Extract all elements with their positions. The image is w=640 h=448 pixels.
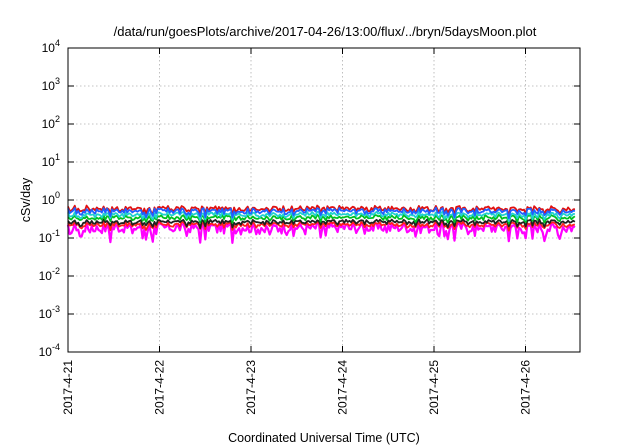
x-tick-label: 2017-4-22	[153, 360, 167, 415]
grid	[68, 48, 580, 352]
series-line	[67, 206, 576, 220]
x-tick-label: 2017-4-21	[61, 360, 75, 415]
y-tick-label: 10-4	[39, 342, 60, 359]
y-tick-label: 10-1	[39, 228, 60, 245]
series-group	[66, 204, 576, 244]
x-tick-label: 2017-4-26	[519, 360, 533, 415]
y-tick-label: 102	[42, 114, 60, 131]
x-ticks: 2017-4-21 2017-4-22 2017-4-23 2017-4-24 2017…	[61, 48, 533, 415]
y-axis-label: cSv/day	[19, 177, 33, 222]
y-ticks: 10-4 10-3 10-2 10-1 100 101 102 103 104	[39, 38, 580, 359]
series-line	[67, 213, 576, 225]
y-tick-label: 103	[42, 76, 60, 93]
x-axis-label: Coordinated Universal Time (UTC)	[228, 431, 420, 445]
x-tick-label: 2017-4-23	[244, 360, 258, 415]
series-line	[67, 218, 576, 230]
series-line	[67, 210, 575, 223]
series-line	[67, 220, 576, 232]
x-tick-label: 2017-4-25	[427, 360, 441, 415]
chart-title: /data/run/goesPlots/archive/2017-04-26/1…	[114, 24, 537, 39]
y-tick-label: 10-2	[39, 266, 60, 283]
y-tick-label: 100	[42, 190, 60, 207]
series-line	[66, 221, 576, 244]
y-tick-label: 10-3	[39, 304, 60, 321]
y-tick-label: 104	[42, 38, 60, 55]
x-tick-label: 2017-4-24	[336, 360, 350, 415]
y-tick-label: 101	[42, 152, 60, 169]
